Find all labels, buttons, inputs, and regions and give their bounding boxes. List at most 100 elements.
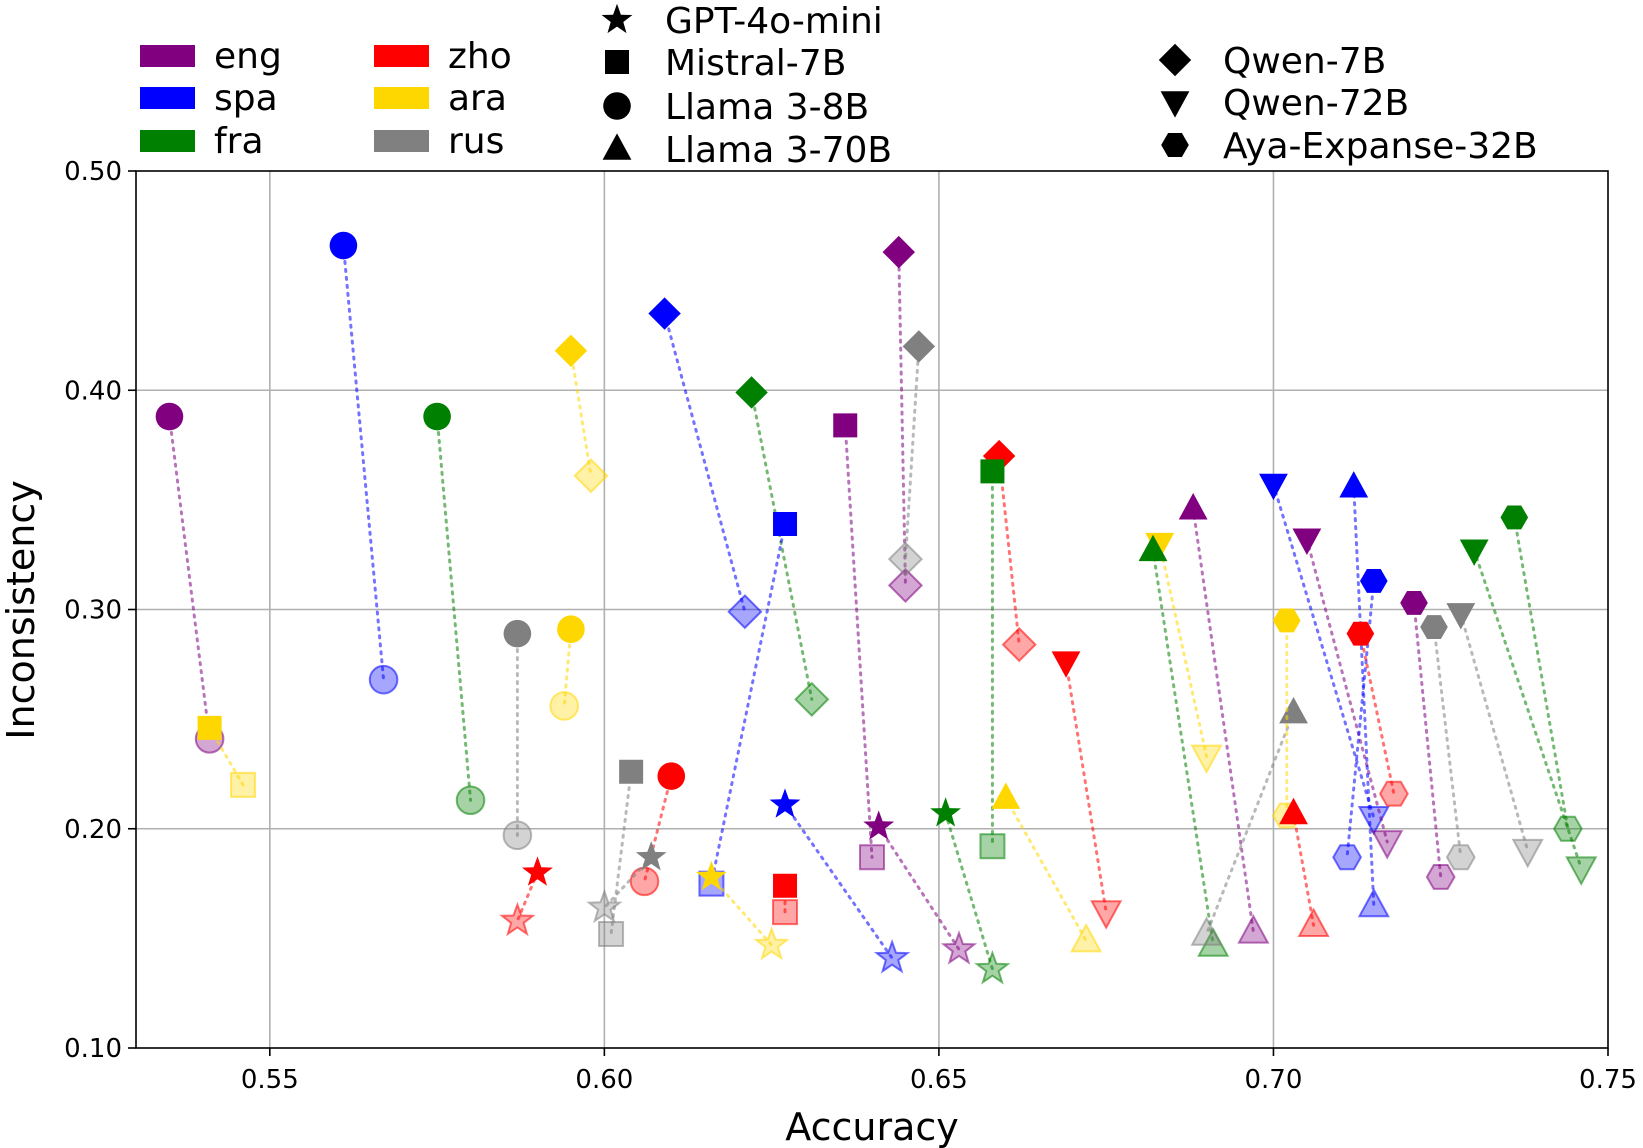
data-point-to (873, 938, 911, 974)
legend-model-label: Mistral-7B (665, 43, 846, 84)
data-point-from (1339, 471, 1369, 498)
data-point-from (1346, 621, 1375, 646)
y-tick-label: 0.30 (64, 596, 122, 626)
x-tick-label: 0.70 (1245, 1065, 1303, 1095)
data-point-to (1190, 916, 1223, 946)
y-axis-label: Inconsistency (0, 480, 43, 739)
legend-label-ara: ara (448, 78, 507, 119)
data-point-to (1001, 626, 1037, 663)
pair-connector-line (709, 522, 787, 886)
legend-label-fra: fra (214, 121, 264, 162)
y-tick-label: 0.50 (64, 157, 122, 187)
data-point-to (1190, 744, 1223, 775)
data-point-to (455, 785, 486, 816)
data-point-from (554, 334, 588, 367)
data-point-to (859, 844, 885, 871)
data-point-from (1292, 528, 1322, 555)
legend-swatch-spa (140, 87, 195, 109)
pair-connector-line (1472, 548, 1583, 870)
data-point-to (1357, 887, 1390, 918)
data-point-from (1138, 534, 1168, 562)
data-point-from (1459, 539, 1489, 566)
pair-connector-line (569, 349, 593, 478)
x-tick-label: 0.65 (910, 1065, 968, 1095)
data-point-to (573, 458, 609, 494)
legend-marker-diamond (1158, 43, 1192, 77)
legend-model-label: Qwen-7B (1223, 41, 1386, 82)
pair-connector-line (1205, 711, 1296, 936)
data-point-from (635, 841, 667, 871)
data-point-from (902, 330, 936, 363)
pair-connector-line (1432, 625, 1463, 859)
data-point-from (1360, 569, 1388, 593)
data-point-to (794, 681, 830, 718)
data-point-from (648, 297, 681, 330)
data-point-from (423, 402, 451, 431)
x-axis-label: Accuracy (785, 1105, 959, 1148)
pair-connector-line (903, 344, 921, 561)
pair-connector-line (1345, 579, 1376, 859)
data-point-to (753, 925, 790, 961)
legend-label-eng: eng (214, 36, 282, 77)
legend-marker-hexagon (1161, 133, 1189, 157)
grid-lines (136, 171, 1608, 1048)
legend-marker-triangle-down (1160, 91, 1190, 118)
legend-swatch-eng (140, 45, 195, 67)
data-point-from (980, 459, 1005, 484)
legend-marker-square (605, 50, 629, 74)
data-point-from (882, 235, 915, 269)
legend-marker-circle (603, 92, 631, 120)
pair-connector-line (1412, 601, 1443, 879)
data-point-to (727, 594, 763, 630)
data-point-to (979, 833, 1006, 860)
legend-model-label: Qwen-72B (1223, 83, 1409, 124)
pair-connector-line (1292, 811, 1316, 927)
pair-connector-line (783, 803, 894, 960)
data-point-from (863, 810, 895, 840)
pair-connector-line (1191, 507, 1255, 934)
legend-label-spa: spa (214, 78, 278, 119)
data-point-from (503, 619, 532, 648)
data-point-to (1070, 922, 1103, 953)
pair-connector-line (997, 454, 1021, 647)
data-point-to (772, 899, 799, 926)
data-point-from (769, 788, 801, 818)
pair-connector-line (944, 811, 994, 971)
data-point-from (1051, 651, 1081, 678)
data-point-from (735, 376, 768, 409)
x-tick-label: 0.75 (1579, 1065, 1637, 1095)
x-tick-label: 0.60 (575, 1065, 633, 1095)
data-point-to (1378, 780, 1409, 807)
data-point-to (1090, 900, 1123, 930)
data-point-from (657, 762, 686, 790)
axis-ticks: 0.55 0.60 0.65 0.70 0.75 0.10 0.20 0.30 0.40 0.50 (64, 157, 1637, 1095)
data-point-from (1273, 608, 1301, 633)
data-point-from (1500, 505, 1529, 530)
legend-model-label: GPT-4o-mini (665, 1, 883, 42)
legend-swatch-ara (374, 87, 429, 109)
pair-connector-line (897, 250, 907, 587)
legend-model-label: Aya-Expanse-32B (1223, 126, 1538, 167)
data-point-to (940, 930, 978, 965)
pair-connector-line (709, 875, 774, 947)
y-tick-label: 0.20 (64, 815, 122, 845)
pair-connector-line (1459, 612, 1530, 853)
data-point-from (696, 860, 727, 891)
data-point-to (502, 820, 533, 851)
data-point-from (1420, 615, 1448, 639)
legend-label-zho: zho (448, 36, 512, 77)
data-point-to (1297, 907, 1330, 938)
data-point-from (833, 413, 858, 438)
pair-connector-line (167, 415, 212, 741)
legend-swatch-zho (374, 45, 429, 67)
data-point-to (499, 901, 536, 937)
data-point-from (930, 797, 961, 827)
data-point-from (773, 511, 798, 536)
legend-label-rus: rus (448, 121, 504, 162)
data-point-to (1237, 914, 1270, 944)
data-point-to (1552, 815, 1583, 842)
data-point-to (230, 771, 257, 798)
x-tick-label: 0.55 (241, 1065, 299, 1095)
